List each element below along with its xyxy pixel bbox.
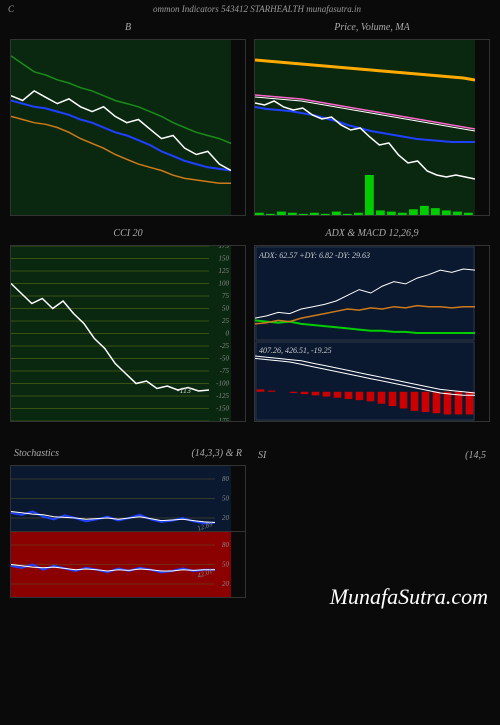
svg-text:80: 80 bbox=[222, 541, 230, 549]
stochastics-params: (14,3,3) & R bbox=[191, 448, 242, 459]
adx-macd-title: ADX & MACD 12,26,9 bbox=[254, 224, 490, 245]
stochastics-title: Stochastics bbox=[14, 448, 59, 459]
cci-chart: CCI 20 -175 -150 -125 -100 -75 -50 -25 0 25 50 75 1… bbox=[10, 224, 246, 422]
svg-text:-113: -113 bbox=[177, 386, 191, 395]
svg-text:-75: -75 bbox=[220, 367, 230, 375]
svg-text:20: 20 bbox=[222, 580, 230, 588]
page-title: ommon Indicators 543412 STARHEALTH munaf… bbox=[153, 4, 361, 14]
svg-text:-50: -50 bbox=[220, 355, 230, 363]
svg-text:-125: -125 bbox=[216, 392, 229, 400]
svg-text:100: 100 bbox=[219, 280, 230, 288]
rsi-params: (14,5 bbox=[465, 450, 486, 461]
adx-macd-chart: ADX & MACD 12,26,9 ADX: 62.57 +DY: 6.82 … bbox=[254, 224, 490, 422]
price-ma-chart: Price, Volume, MA bbox=[254, 18, 490, 216]
svg-text:-25: -25 bbox=[220, 342, 230, 350]
svg-text:150: 150 bbox=[219, 255, 230, 263]
price-ma-title: Price, Volume, MA bbox=[254, 18, 490, 39]
svg-text:25: 25 bbox=[222, 317, 230, 325]
svg-text:0: 0 bbox=[226, 330, 230, 338]
svg-text:-150: -150 bbox=[216, 405, 229, 413]
svg-text:-100: -100 bbox=[216, 380, 229, 388]
cci-title: CCI 20 bbox=[10, 224, 246, 245]
bollinger-title: B bbox=[10, 18, 246, 39]
svg-text:-175: -175 bbox=[216, 417, 229, 421]
svg-text:75: 75 bbox=[222, 292, 230, 300]
stochastics-chart: Stochastics (14,3,3) & R 20508012.89 205… bbox=[10, 448, 246, 598]
watermark: MunafaSutra.com bbox=[330, 584, 488, 610]
rsi-chart: SI (14,5 bbox=[254, 430, 490, 598]
rsi-title: SI bbox=[258, 450, 266, 461]
svg-text:50: 50 bbox=[222, 561, 230, 569]
svg-text:50: 50 bbox=[222, 495, 230, 503]
svg-text:20: 20 bbox=[222, 514, 230, 522]
svg-text:ADX: 62.57 +DY: 6.82 -DY: 29.6: ADX: 62.57 +DY: 6.82 -DY: 29.63 bbox=[258, 251, 370, 260]
svg-text:80: 80 bbox=[222, 475, 230, 483]
svg-text:50: 50 bbox=[222, 305, 230, 313]
bollinger-chart: B bbox=[10, 18, 246, 216]
header-prefix: C bbox=[8, 4, 14, 14]
svg-text:125: 125 bbox=[219, 267, 230, 275]
svg-text:175: 175 bbox=[219, 246, 230, 250]
svg-text:407.26, 426.51, -19.25: 407.26, 426.51, -19.25 bbox=[259, 346, 332, 355]
